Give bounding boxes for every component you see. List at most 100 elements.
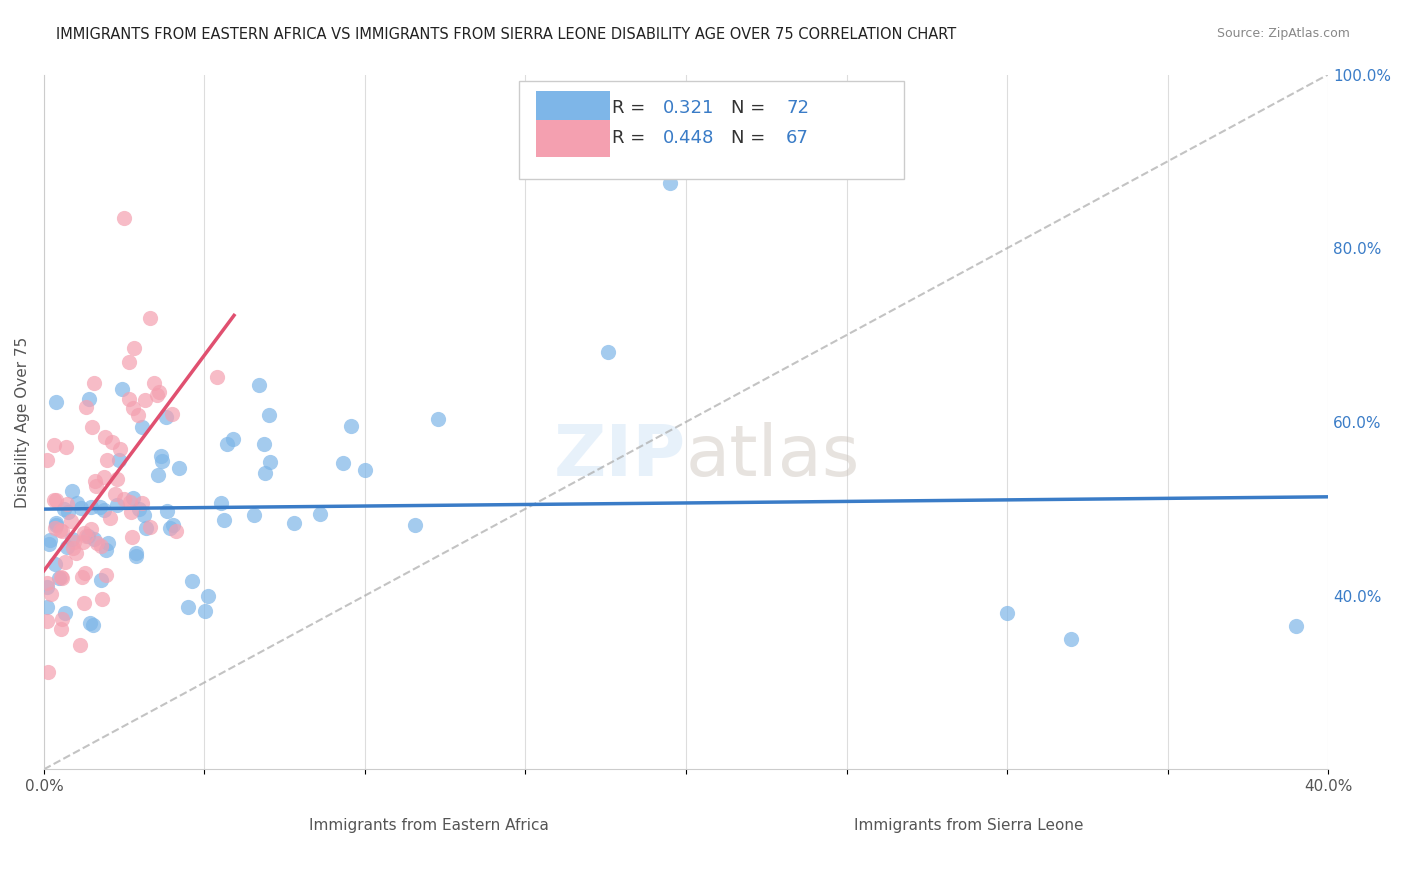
- Text: N =: N =: [731, 129, 770, 147]
- Point: [48, 523, 70, 537]
- Point: [131, 496, 153, 510]
- Point: [60, 483, 83, 498]
- Point: [77, 392, 100, 406]
- Point: [39, 533, 62, 547]
- Point: [89, 500, 111, 514]
- Point: [38, 537, 60, 551]
- Point: [138, 519, 160, 533]
- Point: [65, 495, 87, 509]
- Point: [404, 518, 426, 533]
- Point: [257, 408, 280, 422]
- Point: [60, 532, 83, 546]
- Point: [77, 529, 100, 543]
- Point: [49, 622, 72, 636]
- Point: [159, 521, 181, 535]
- Point: [90, 539, 112, 553]
- Point: [70, 500, 93, 515]
- Text: IMMIGRANTS FROM EASTERN AFRICA VS IMMIGRANTS FROM SIERRA LEONE DISABILITY AGE OV: IMMIGRANTS FROM EASTERN AFRICA VS IMMIGR…: [56, 27, 956, 42]
- Point: [118, 392, 141, 407]
- Point: [105, 499, 128, 513]
- Text: 67: 67: [786, 129, 808, 147]
- Point: [51, 524, 73, 538]
- Point: [332, 456, 354, 470]
- Point: [139, 310, 162, 325]
- Point: [134, 508, 156, 522]
- Point: [340, 419, 363, 434]
- Point: [128, 502, 150, 516]
- Point: [659, 176, 682, 190]
- Point: [134, 392, 156, 407]
- Point: [214, 513, 236, 527]
- Point: [101, 435, 124, 450]
- Point: [122, 401, 145, 415]
- Point: [56, 505, 79, 519]
- Point: [995, 606, 1018, 620]
- Point: [127, 409, 149, 423]
- Point: [69, 638, 91, 652]
- Point: [35, 453, 58, 467]
- Point: [83, 532, 105, 546]
- Point: [53, 607, 76, 621]
- Point: [96, 453, 118, 467]
- FancyBboxPatch shape: [536, 120, 610, 156]
- Point: [194, 604, 217, 618]
- Point: [105, 472, 128, 486]
- Point: [135, 521, 157, 535]
- Point: [80, 420, 103, 434]
- Point: [94, 568, 117, 582]
- Point: [247, 378, 270, 392]
- Point: [35, 580, 58, 594]
- Point: [49, 570, 72, 584]
- Point: [1285, 619, 1308, 633]
- Point: [149, 449, 172, 463]
- Point: [42, 437, 65, 451]
- Point: [120, 505, 142, 519]
- FancyBboxPatch shape: [536, 90, 610, 127]
- Point: [155, 410, 177, 425]
- Point: [209, 496, 232, 510]
- Point: [53, 555, 76, 569]
- Point: [48, 571, 70, 585]
- Point: [122, 341, 145, 355]
- Point: [83, 376, 105, 390]
- Point: [167, 461, 190, 475]
- Point: [56, 497, 79, 511]
- Point: [62, 541, 84, 556]
- Point: [80, 523, 103, 537]
- Point: [93, 430, 115, 444]
- Point: [125, 549, 148, 563]
- Point: [121, 530, 143, 544]
- Point: [222, 433, 245, 447]
- Point: [145, 388, 167, 402]
- Point: [309, 508, 332, 522]
- Point: [37, 665, 59, 680]
- Text: Immigrants from Eastern Africa: Immigrants from Eastern Africa: [309, 818, 550, 833]
- Point: [79, 616, 101, 631]
- Point: [73, 597, 96, 611]
- Point: [142, 376, 165, 390]
- Point: [35, 576, 58, 591]
- Point: [112, 211, 135, 225]
- Point: [90, 591, 112, 606]
- Point: [217, 436, 239, 450]
- Point: [80, 500, 103, 515]
- Point: [98, 511, 121, 525]
- Point: [90, 574, 112, 588]
- Point: [93, 469, 115, 483]
- Point: [110, 442, 132, 457]
- Point: [44, 521, 66, 535]
- Point: [125, 546, 148, 560]
- Point: [243, 508, 266, 522]
- Point: [162, 407, 184, 421]
- Point: [259, 455, 281, 469]
- Point: [93, 502, 115, 516]
- Point: [426, 412, 449, 426]
- Point: [65, 546, 87, 560]
- Point: [177, 600, 200, 615]
- Point: [51, 571, 73, 585]
- Point: [104, 487, 127, 501]
- Point: [82, 618, 104, 632]
- Point: [75, 566, 97, 580]
- Point: [63, 535, 86, 549]
- Point: [118, 355, 141, 369]
